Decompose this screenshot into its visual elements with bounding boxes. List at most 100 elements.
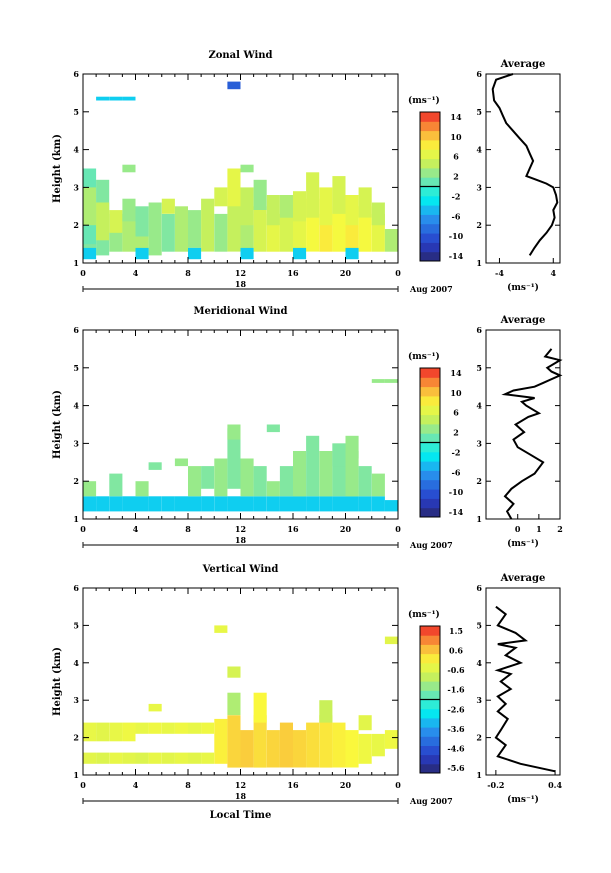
colorbar-segment: [420, 479, 440, 490]
heatmap-cell: [358, 466, 372, 497]
heatmap-cell: [293, 730, 307, 768]
heatmap-cell: [358, 733, 372, 764]
heatmap-cells: [83, 625, 398, 768]
colorbar-tick-label: 14: [450, 368, 462, 378]
colorbar-segment: [420, 377, 440, 388]
heatmap-cell: [174, 458, 188, 467]
colorbar-segment: [420, 763, 440, 774]
heatmap-cell: [345, 435, 359, 459]
avg-x-tick-label: 2: [557, 524, 563, 534]
colorbar-tick-label: 10: [450, 132, 462, 142]
heatmap-cell: [279, 466, 293, 497]
colorbar-tick-label: -14: [449, 507, 464, 517]
heatmap-cell: [122, 496, 136, 512]
heatmap-cell: [358, 496, 372, 512]
heatmap-cell: [122, 722, 136, 742]
x-tick-label: 0: [395, 268, 401, 278]
colorbar-segment: [420, 727, 440, 737]
colorbar-tick-label: -2: [452, 191, 461, 201]
heatmap-cell: [253, 179, 267, 210]
x-tick-label: 8: [185, 524, 191, 534]
colorbar-segment: [420, 251, 440, 262]
heatmap-cell: [306, 722, 320, 768]
heatmap-cell: [83, 496, 97, 512]
heatmap-cell: [266, 481, 280, 497]
colorbar-segment: [420, 242, 440, 253]
colorbar-segment: [420, 433, 440, 443]
heatmap-cell: [122, 752, 136, 764]
y-tick-label: 5: [73, 107, 79, 117]
heatmap-cell: [345, 247, 359, 260]
average-line: [501, 348, 563, 520]
colorbar-segment: [420, 690, 440, 700]
month-label: Aug 2007: [409, 540, 453, 550]
y-tick-label: 3: [73, 695, 79, 705]
heatmap-cell: [227, 168, 241, 207]
colorbar-tick-label: -1.6: [447, 685, 465, 695]
colorbar-segment: [420, 223, 440, 234]
heatmap-cell: [253, 715, 267, 768]
heatmap-cell: [253, 496, 267, 512]
colorbar-segment: [420, 754, 440, 765]
heatmap-cell: [96, 752, 110, 764]
heatmap-cell: [319, 715, 333, 768]
heatmap-cell: [135, 496, 149, 512]
heatmap-cell: [201, 752, 215, 764]
colorbar-segment: [420, 167, 440, 178]
colorbar-segment: [420, 498, 440, 509]
average-title: Average: [500, 315, 546, 326]
avg-y-tick-label: 5: [476, 363, 482, 373]
heatmap-cell: [293, 496, 307, 512]
heatmap-cell: [96, 496, 110, 512]
heatmap-cell: [83, 722, 97, 742]
y-tick-label: 2: [73, 733, 79, 743]
heatmap-cells: [83, 81, 398, 260]
colorbar-segment: [420, 395, 440, 406]
heatmap-cell: [384, 229, 398, 252]
heatmap-cell: [109, 96, 123, 101]
avg-y-tick-label: 6: [476, 325, 482, 335]
heatmap-cell: [109, 473, 123, 497]
heatmap-cell: [148, 496, 162, 512]
average-frame: [485, 73, 561, 264]
heatmap-cell: [266, 496, 280, 512]
heatmap-cell: [319, 187, 333, 226]
heatmap-cell: [293, 247, 307, 260]
heatmap-cell: [122, 164, 136, 173]
heatmap-cell: [279, 213, 293, 252]
heatmap-cell: [306, 172, 320, 218]
average-frame: [485, 587, 561, 776]
heatmap-cell: [122, 198, 136, 222]
colorbar-tick-label: 6: [453, 152, 459, 162]
heatmap-cell: [201, 466, 215, 489]
heatmap-cell: [319, 496, 333, 512]
y-tick-label: 4: [73, 401, 79, 411]
colorbar-segment: [420, 158, 440, 169]
y-tick-label: 2: [73, 220, 79, 230]
colorbar-tick-label: 2: [453, 172, 459, 182]
x-tick-label: 20: [340, 268, 352, 278]
avg-y-tick-label: 2: [476, 476, 482, 486]
y-tick-label: 2: [73, 476, 79, 486]
heatmap-cell: [214, 187, 228, 207]
avg-y-tick-label: 4: [476, 401, 482, 411]
colorbar-tick-label: -3.6: [447, 724, 465, 734]
heatmap-cell: [135, 481, 149, 497]
heatmap-cell: [188, 722, 202, 734]
colorbar-segment: [420, 423, 440, 434]
colorbar-tick-label: 2: [453, 428, 459, 438]
heatmap-cell: [161, 213, 175, 252]
heatmap-cell: [227, 692, 241, 716]
heatmap-cell: [227, 715, 241, 768]
average-profile: Average 1 2 3 4 5 6 -4 4 (ms⁻¹): [476, 59, 561, 293]
heatmap-cell: [188, 466, 202, 497]
x-tick-label: 8: [185, 268, 191, 278]
chart-title: Zonal Wind: [208, 50, 272, 61]
colorbar-segment: [420, 149, 440, 160]
y-tick-label: 6: [73, 69, 79, 79]
colorbar-segment: [420, 470, 440, 481]
heatmap-cell: [83, 187, 97, 226]
colorbar: (ms⁻¹) 14 10 6 2 -2 -6 -10 -14: [408, 351, 464, 518]
heatmap-cell: [96, 202, 110, 241]
